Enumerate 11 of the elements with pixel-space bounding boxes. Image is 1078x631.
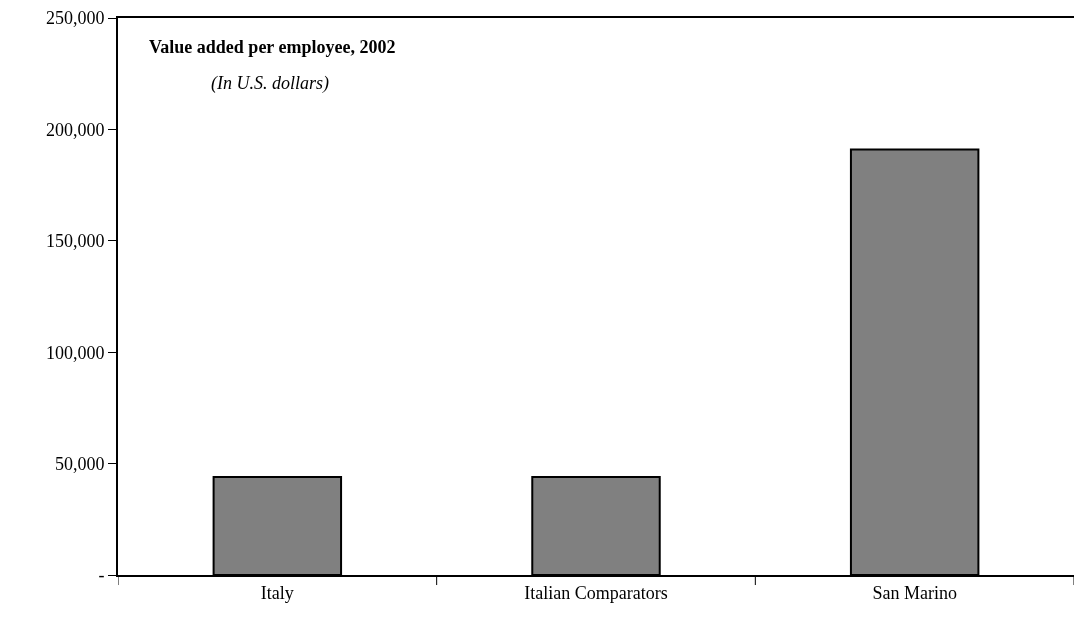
text: Value added per employee, 2002 — [149, 37, 396, 57]
y-tick-label: 100,000 — [45, 342, 105, 363]
y-tick-label: 150,000 — [45, 231, 105, 252]
text: (In U.S. dollars) — [211, 73, 329, 94]
y-tick-label: 50,000 — [54, 453, 105, 474]
y-tick-label: 250,000 — [45, 8, 105, 29]
y-tick-label: 200,000 — [45, 119, 105, 140]
x-tick-label: Italian Comparators — [524, 582, 668, 603]
x-tick-label: Italy — [260, 582, 294, 603]
x-tick-label: San Marino — [872, 582, 957, 603]
y-tick-label: - — [98, 565, 105, 586]
